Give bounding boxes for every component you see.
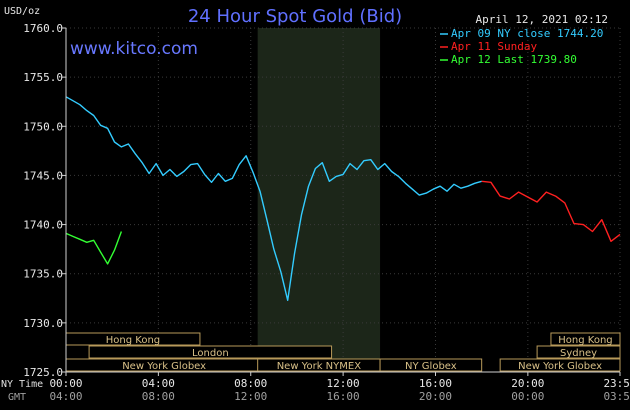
x-tick-ny-2: 08:00 xyxy=(234,377,267,390)
legend-label-0: Apr 09 NY close 1744.20 xyxy=(451,27,603,40)
x-tick-ny-0: 00:00 xyxy=(49,377,82,390)
session-label-0: Hong Kong xyxy=(106,335,160,346)
session-bar-6 xyxy=(379,358,483,372)
y-tick-label-3: 1745.0 xyxy=(23,169,63,182)
x-tick-ny-5: 20:00 xyxy=(511,377,544,390)
y-tick-label-6: 1730.0 xyxy=(23,317,63,330)
series-line-0 xyxy=(65,96,482,301)
x-tick-ny-4: 16:00 xyxy=(419,377,452,390)
x-axis-gmt-label: GMT xyxy=(8,392,26,403)
nymex-highlight-band-layer xyxy=(257,28,381,372)
x-tick-gmt-3: 16:00 xyxy=(327,390,360,403)
nymex-highlight-band xyxy=(257,28,381,372)
x-tick-gmt-6: 03:59 xyxy=(603,390,630,403)
x-tick-ny-6: 23:59 xyxy=(603,377,630,390)
y-tick-label-2: 1750.0 xyxy=(23,120,63,133)
x-tick-ny-3: 12:00 xyxy=(327,377,360,390)
series-layer xyxy=(65,96,621,301)
axis-layer: 1760.0 1755.0 1750.0 1745.0 1740.0 1735.0 1730… xyxy=(23,22,630,403)
chart-title: 24 Hour Spot Gold (Bid) xyxy=(188,6,402,27)
y-tick-label-4: 1740.0 xyxy=(23,219,63,232)
session-label-6: NY Globex xyxy=(405,361,457,372)
x-tick-gmt-0: 04:00 xyxy=(49,390,82,403)
series-line-2 xyxy=(65,231,123,265)
session-bar-2 xyxy=(88,345,333,359)
legend-label-2: Apr 12 Last 1739.80 xyxy=(451,53,577,66)
x-tick-gmt-1: 08:00 xyxy=(142,390,175,403)
legend-label-1: Apr 11 Sunday xyxy=(451,40,537,53)
x-tick-gmt-2: 12:00 xyxy=(234,390,267,403)
session-bar-7 xyxy=(499,358,621,372)
session-label-5: New York NYMEX xyxy=(277,361,362,372)
x-tick-gmt-4: 20:00 xyxy=(419,390,452,403)
timestamp: April 12, 2021 02:12 xyxy=(476,13,608,26)
x-tick-ny-1: 04:00 xyxy=(142,377,175,390)
session-label-3: Sydney xyxy=(560,348,597,359)
session-label-1: Hong Kong xyxy=(558,335,612,346)
y-tick-label-5: 1735.0 xyxy=(23,268,63,281)
session-bar-1 xyxy=(550,332,621,346)
y-axis-unit-label: USD/oz xyxy=(4,6,40,17)
x-tick-gmt-5: 00:00 xyxy=(511,390,544,403)
brand-label: www.kitco.com xyxy=(70,39,198,59)
series-line-1 xyxy=(481,180,621,243)
session-label-7: New York Globex xyxy=(518,361,602,372)
y-tick-label-1: 1755.0 xyxy=(23,71,63,84)
y-tick-label-0: 1760.0 xyxy=(23,22,63,35)
session-bar-3 xyxy=(536,345,621,359)
session-label-2: London xyxy=(192,348,229,359)
session-label-4: New York Globex xyxy=(122,361,206,372)
y-tick-label-7: 1725.0 xyxy=(23,366,63,379)
x-axis-ny-label: NY Time xyxy=(1,379,43,390)
